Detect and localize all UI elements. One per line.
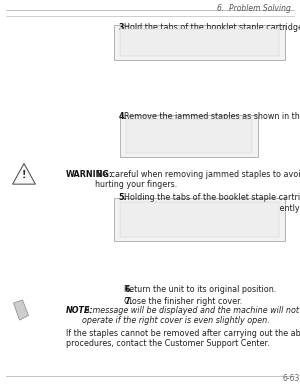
Text: NOTE:: NOTE: — [66, 306, 94, 315]
Text: WARNING:: WARNING: — [66, 170, 113, 178]
Text: 6.  Problem Solving: 6. Problem Solving — [217, 4, 291, 13]
Polygon shape — [14, 300, 28, 320]
Text: Hold the tabs of the booklet staple cartridge and then lift to
remove it.: Hold the tabs of the booklet staple cart… — [124, 23, 300, 42]
Text: Holding the tabs of the booklet staple cartridge, return the
cartridge to the or: Holding the tabs of the booklet staple c… — [124, 193, 300, 223]
Text: 7.: 7. — [124, 297, 133, 306]
Text: !: ! — [22, 170, 26, 180]
Text: Remove the jammed staples as shown in the illustration.: Remove the jammed staples as shown in th… — [124, 112, 300, 121]
Bar — [120, 29, 279, 56]
Text: Return the unit to its original position.: Return the unit to its original position… — [124, 285, 277, 294]
Bar — [120, 202, 279, 237]
Text: 6-63: 6-63 — [282, 374, 300, 383]
Text: 4.: 4. — [118, 112, 127, 121]
Text: 6.: 6. — [124, 285, 133, 294]
Text: Be careful when removing jammed staples to avoid
hurting your fingers.: Be careful when removing jammed staples … — [95, 170, 300, 189]
Bar — [126, 119, 252, 153]
Polygon shape — [13, 163, 35, 184]
Bar — [120, 115, 258, 157]
Text: If the staples cannot be removed after carrying out the above
procedures, contac: If the staples cannot be removed after c… — [66, 329, 300, 348]
Text: 3.: 3. — [118, 23, 127, 31]
Text: A message will be displayed and the machine will not
operate if the right cover : A message will be displayed and the mach… — [82, 306, 298, 325]
Bar — [114, 198, 285, 241]
Text: Close the finisher right cover.: Close the finisher right cover. — [124, 297, 243, 306]
Text: 5.: 5. — [118, 193, 127, 202]
Bar — [114, 25, 285, 60]
